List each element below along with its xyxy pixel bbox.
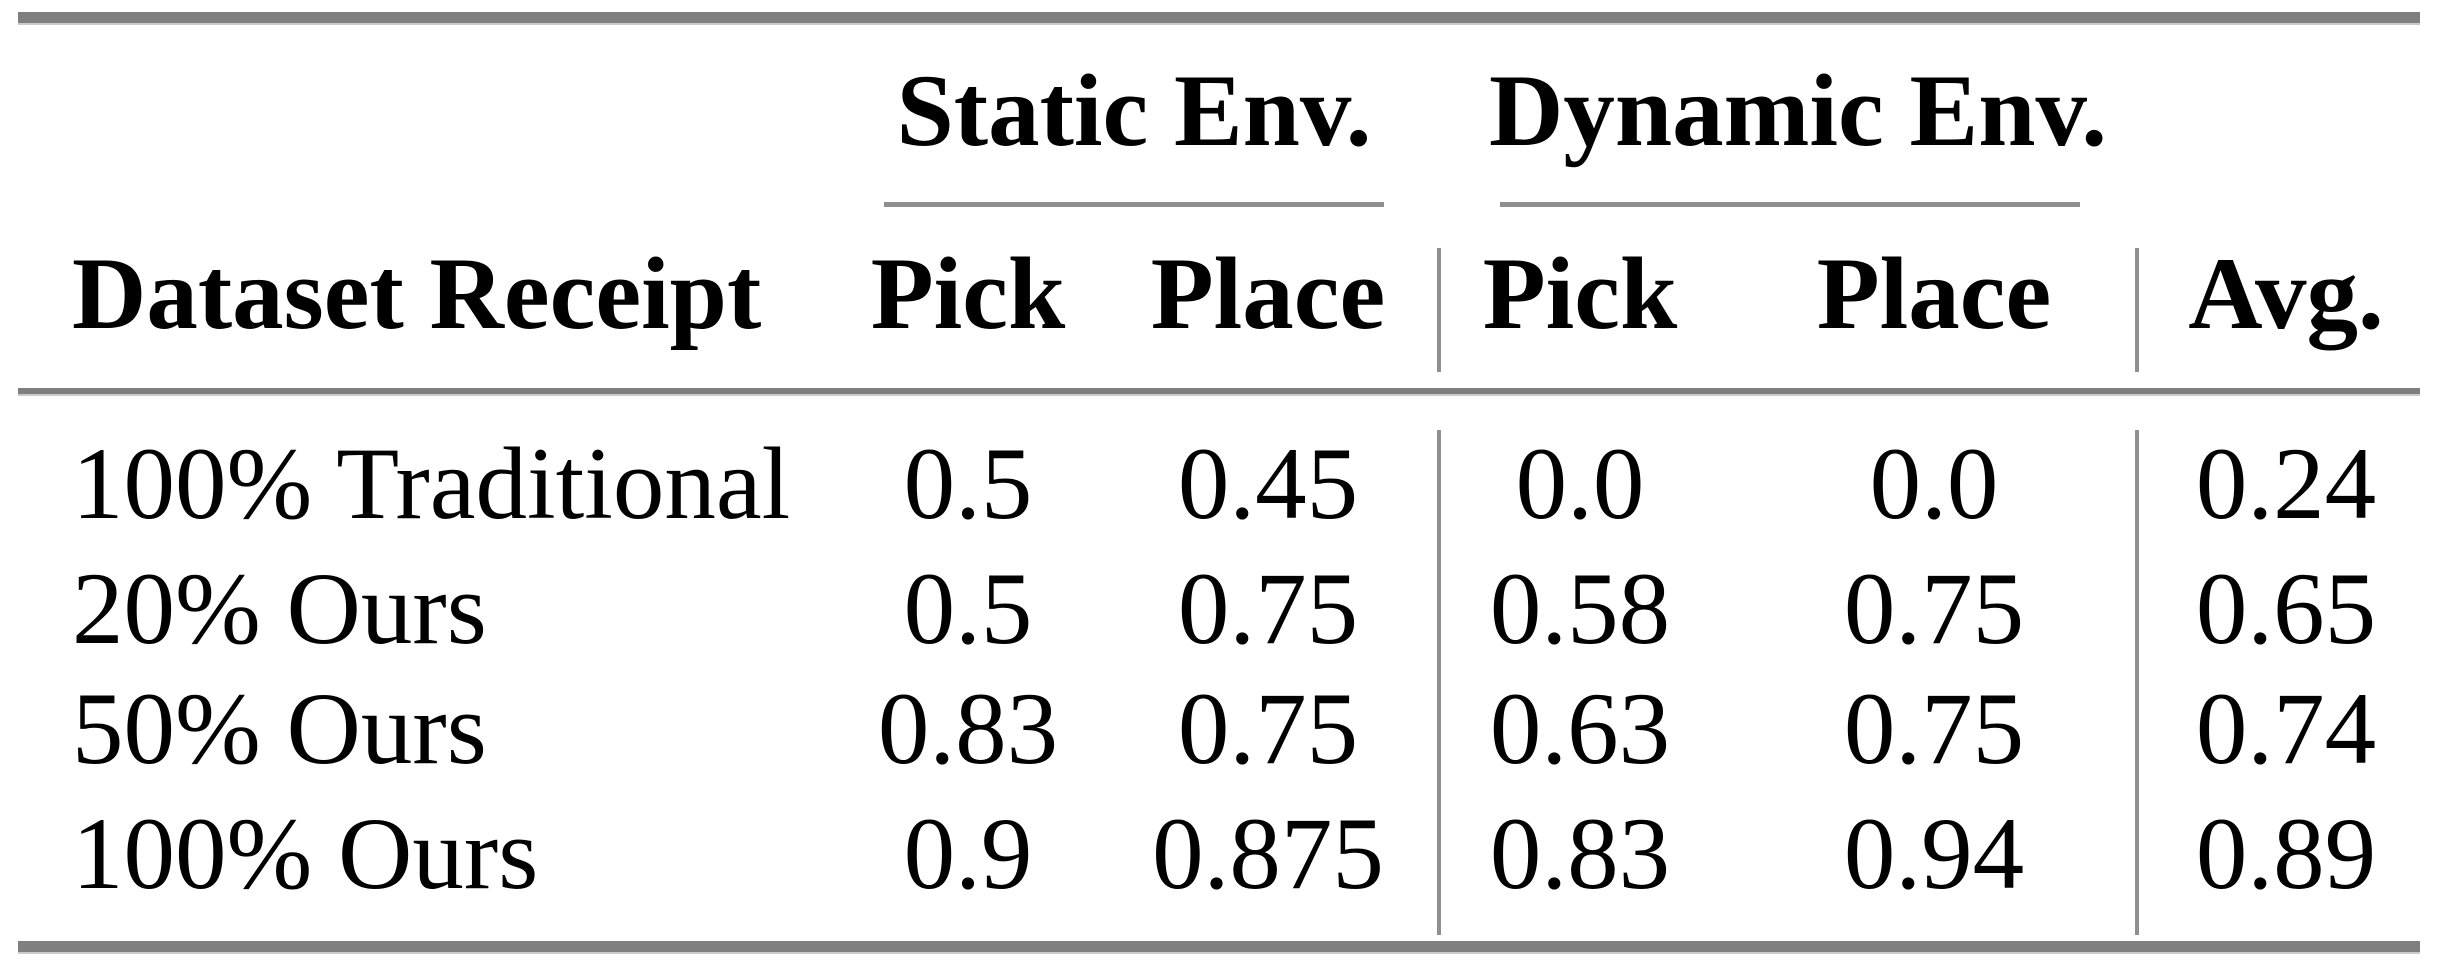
- col-header-dataset-receipt: Dataset Receipt: [72, 237, 762, 351]
- vertical-divider-static-dynamic-body: [1437, 430, 1441, 935]
- table-cell: 0.65: [2195, 552, 2377, 666]
- row-label: 100% Traditional: [72, 427, 791, 541]
- table-cell: 0.0: [1515, 427, 1645, 541]
- col-header-static-place: Place: [1150, 237, 1386, 351]
- vertical-divider-avg-header: [2135, 248, 2139, 372]
- col-group-dynamic-env: Dynamic Env.: [1488, 54, 2108, 168]
- table-cell: 0.24: [2195, 427, 2377, 541]
- bottom-rule: [18, 941, 2420, 954]
- table-cell: 0.75: [1177, 552, 1359, 666]
- table-cell: 0.75: [1843, 672, 2025, 786]
- table-cell: 0.75: [1177, 672, 1359, 786]
- table-cell: 0.94: [1843, 797, 2025, 911]
- static-env-underline: [884, 202, 1384, 207]
- table-cell: 0.875: [1152, 797, 1384, 911]
- header-divider-rule: [18, 388, 2420, 396]
- col-header-dynamic-pick: Pick: [1482, 237, 1678, 351]
- row-label: 50% Ours: [72, 672, 487, 786]
- table-cell: 0.63: [1489, 672, 1671, 786]
- table-cell: 0.83: [877, 672, 1059, 786]
- table-cell: 0.75: [1843, 552, 2025, 666]
- table-cell: 0.45: [1177, 427, 1359, 541]
- col-header-static-pick: Pick: [870, 237, 1066, 351]
- col-header-dynamic-place: Place: [1816, 237, 2052, 351]
- table-cell: 0.0: [1869, 427, 1999, 541]
- vertical-divider-static-dynamic-header: [1437, 248, 1441, 372]
- table-cell: 0.5: [903, 552, 1033, 666]
- row-label: 100% Ours: [72, 797, 539, 911]
- col-group-static-env: Static Env.: [896, 54, 1372, 168]
- top-rule: [18, 12, 2420, 25]
- row-label: 20% Ours: [72, 552, 487, 666]
- vertical-divider-avg-body: [2135, 430, 2139, 935]
- table-cell: 0.74: [2195, 672, 2377, 786]
- table-cell: 0.83: [1489, 797, 1671, 911]
- table-cell: 0.9: [903, 797, 1033, 911]
- table-cell: 0.89: [2195, 797, 2377, 911]
- table-cell: 0.5: [903, 427, 1033, 541]
- table-cell: 0.58: [1489, 552, 1671, 666]
- col-header-avg: Avg.: [2188, 237, 2384, 351]
- dynamic-env-underline: [1500, 202, 2080, 207]
